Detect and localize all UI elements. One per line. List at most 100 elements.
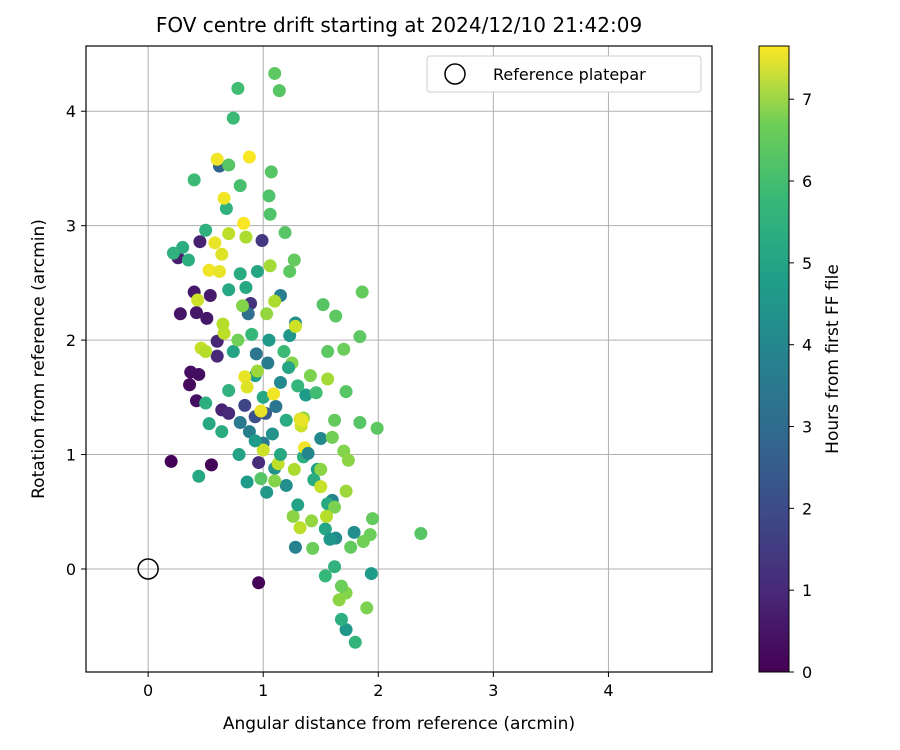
y-tick-label: 3 [66,217,76,236]
scatter-point [237,216,251,230]
scatter-point [366,512,380,526]
reference-platepar-marker [137,558,159,580]
scatter-point [226,345,240,359]
scatter-point [328,500,342,514]
y-tick-label: 4 [66,102,76,121]
scatter-point [273,375,287,389]
scatter-point [314,432,328,446]
scatter-point [199,396,213,410]
colorbar-tick-label: 6 [802,172,812,191]
scatter-point [222,227,236,241]
scatter-point [356,535,370,549]
legend-marker [444,63,466,85]
x-tick-label: 3 [488,681,498,700]
scatter-point [260,485,274,499]
x-axis-label: Angular distance from reference (arcmin) [223,714,575,734]
scatter-point [279,478,293,492]
scatter-point [262,333,276,347]
scatter-point [268,474,282,488]
scatter-point [265,427,279,441]
x-tick-label: 4 [603,681,613,700]
scatter-point [299,388,313,402]
scatter-point [272,84,286,98]
scatter-point [233,416,247,430]
colorbar-tick-label: 2 [802,499,812,518]
y-tick-label: 2 [66,331,76,350]
scatter-point [192,469,206,483]
scatter-point [344,540,358,554]
scatter-point [314,462,328,476]
scatter-point [222,383,236,397]
scatter-point [236,299,249,313]
scatter-point [189,306,203,320]
scatter-point [248,434,262,448]
scatter-point [187,173,201,187]
colorbar-label: Hours from first FF file [823,264,843,454]
scatter-point [238,370,252,384]
chart-title: FOV centre drift starting at 2024/12/10 … [156,13,642,37]
scatter-point [222,406,236,420]
scatter-point [347,525,361,539]
scatter-point [199,345,213,359]
scatter-point [348,635,362,649]
scatter-point [250,264,264,278]
colorbar-gradient [758,45,790,673]
scatter-point [261,356,275,370]
scatter-point [321,345,335,359]
scatter-point [231,333,245,347]
scatter-point [249,347,263,361]
scatter-point [238,398,252,412]
scatter-point [353,330,367,344]
scatter-point [240,475,254,489]
scatter-point [329,309,343,323]
scatter-point [166,246,180,260]
y-axis-label: Rotation from reference (arcmin) [29,219,49,499]
scatter-point [288,319,302,333]
plot-frame [85,45,713,673]
scatter-point [332,593,346,607]
scatter-point [360,601,374,615]
scatter-point [269,399,283,413]
scatter-point [254,404,268,418]
scatter-point [334,579,348,593]
scatter-point [316,298,330,312]
scatter-point [341,453,355,467]
y-tick-label: 0 [66,560,76,579]
x-tick-label: 0 [143,681,153,700]
scatter-point [305,514,319,528]
scatter-point [239,230,253,244]
scatter-point [199,223,213,237]
colorbar: 0 1 2 3 4 5 6 7 Hours from first FF file [758,45,843,682]
colorbar-tick-label: 7 [802,90,812,109]
grid [86,46,712,672]
colorbar-ticks: 0 1 2 3 4 5 6 7 [789,90,812,682]
colorbar-tick-label: 1 [802,581,812,600]
x-axis-ticks: 0 1 2 3 4 [143,672,614,700]
scatter-point [268,66,282,80]
scatter-point [262,189,276,203]
scatter-point [240,380,254,394]
scatter-point [222,158,236,172]
scatter-point [286,509,300,523]
scatter-point [295,413,309,427]
legend-box [426,55,702,93]
scatter-point [250,364,264,378]
scatter-point [323,532,337,546]
scatter-point [318,522,332,536]
scatter-point [306,541,320,555]
colorbar-tick-label: 4 [802,336,812,355]
scatter-point [252,576,266,590]
scatter-point [242,150,256,164]
scatter-point [219,202,233,216]
scatter-point [355,285,369,299]
scatter-point [256,390,270,404]
scatter-point [181,253,195,267]
scatter-point [277,345,291,359]
scatter-point [173,307,187,321]
scatter-point [320,509,334,523]
scatter-point [192,367,206,381]
scatter-point [282,361,296,375]
scatter-point [239,280,253,294]
scatter-point [200,311,214,325]
